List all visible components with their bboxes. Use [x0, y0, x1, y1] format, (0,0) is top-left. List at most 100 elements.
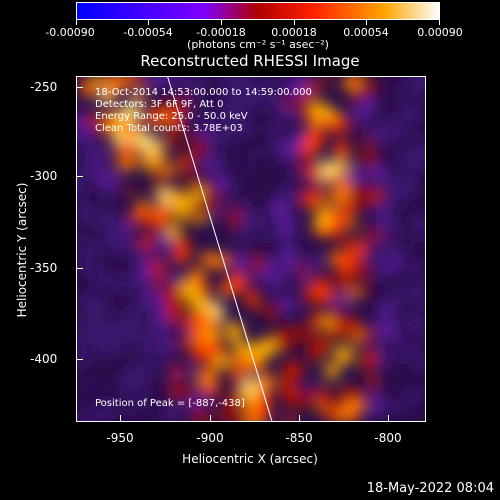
image-pixel-blob [201, 161, 213, 173]
image-pixel-blob [182, 364, 196, 378]
plot-title: Reconstructed RHESSI Image [140, 52, 360, 70]
image-pixel-blob [302, 155, 316, 169]
image-pixel-blob [103, 77, 123, 92]
image-pixel-blob [82, 82, 98, 97]
image-pixel-blob [178, 154, 191, 167]
image-pixel-blob [243, 211, 265, 233]
image-pixel-blob [77, 347, 92, 368]
image-pixel-blob [413, 353, 425, 371]
image-pixel-blob [286, 77, 309, 99]
image-pixel-blob [96, 148, 107, 159]
image-pixel-blob [192, 149, 205, 162]
image-pixel-blob [408, 260, 424, 277]
colorbar-label: -0.00054 [123, 26, 173, 39]
image-pixel-blob [368, 169, 383, 184]
image-pixel-blob [102, 113, 113, 124]
image-pixel-blob [131, 246, 144, 259]
image-pixel-blob [181, 165, 197, 181]
y-tick-label: -350 [30, 261, 58, 275]
image-pixel-blob [182, 77, 201, 96]
image-pixel-blob [333, 293, 349, 310]
image-pixel-blob [392, 316, 404, 327]
image-pixel-blob [261, 231, 273, 244]
image-pixel-blob [229, 77, 243, 86]
image-pixel-blob [154, 346, 170, 362]
image-pixel-blob [333, 140, 350, 158]
image-pixel-blob [190, 293, 211, 314]
image-pixel-blob [262, 302, 281, 321]
colorbar-label: -0.00090 [45, 26, 95, 39]
x-axis-title: Heliocentric X (arcsec) [182, 452, 318, 466]
image-pixel-blob [246, 295, 261, 309]
image-pixel-blob [345, 167, 364, 185]
x-tick [210, 415, 211, 422]
info-line-counts: Clean Total counts: 3.78E+03 [95, 123, 243, 134]
image-pixel-blob [171, 364, 184, 378]
image-pixel-blob [134, 264, 154, 283]
image-pixel-blob [96, 347, 108, 360]
image-pixel-blob [112, 274, 129, 291]
image-pixel-blob [168, 77, 183, 84]
image-pixel-blob [389, 399, 406, 415]
colorbar-units: (photons cm⁻² s⁻¹ asec⁻²) [187, 38, 329, 51]
image-pixel-blob [405, 387, 423, 405]
image-pixel-blob [161, 405, 182, 421]
image-pixel-blob [231, 94, 243, 107]
image-pixel-blob [209, 134, 225, 150]
image-pixel-blob [100, 320, 119, 340]
image-pixel-blob [251, 264, 263, 277]
image-pixel-blob [372, 219, 385, 232]
info-line-detectors: Detectors: 3F 6F 9F, Att 0 [95, 99, 224, 110]
image-pixel-blob [224, 321, 244, 341]
image-pixel-blob [93, 268, 112, 287]
image-pixel-blob [303, 288, 320, 305]
image-pixel-blob [212, 173, 234, 195]
image-pixel-blob [176, 326, 191, 341]
image-pixel-blob [203, 146, 221, 164]
image-pixel-blob [362, 328, 373, 340]
image-pixel-blob [91, 77, 103, 86]
image-pixel-blob [251, 340, 271, 361]
image-pixel-blob [77, 324, 92, 344]
image-pixel-blob [252, 147, 265, 161]
image-pixel-blob [197, 282, 210, 295]
image-pixel-blob [134, 89, 147, 101]
y-tick [76, 176, 83, 177]
image-pixel-blob [79, 289, 96, 306]
image-pixel-blob [336, 252, 358, 274]
image-pixel-blob [397, 181, 417, 200]
image-pixel-blob [145, 322, 166, 344]
image-pixel-blob [398, 350, 410, 362]
image-pixel-blob [147, 210, 167, 230]
y-tick [76, 268, 83, 269]
image-pixel-blob [336, 158, 351, 172]
image-pixel-blob [241, 390, 259, 408]
image-pixel-blob [77, 195, 85, 207]
image-pixel-blob [101, 335, 122, 355]
image-pixel-blob [330, 173, 342, 185]
image-pixel-blob [85, 113, 98, 127]
image-pixel-blob [412, 133, 424, 144]
image-pixel-blob [335, 272, 353, 290]
image-pixel-blob [361, 348, 378, 366]
y-axis-title: Heliocentric Y (arcsec) [15, 182, 29, 318]
image-pixel-blob [172, 245, 191, 263]
image-pixel-blob [196, 125, 212, 140]
image-pixel-blob [218, 402, 240, 421]
image-pixel-blob [245, 96, 261, 112]
image-pixel-blob [233, 121, 253, 140]
image-pixel-blob [77, 159, 98, 182]
x-tick-label: -950 [106, 431, 134, 445]
image-pixel-blob [366, 188, 384, 206]
image-pixel-blob [133, 394, 150, 411]
image-pixel-blob [147, 77, 167, 90]
image-pixel-blob [348, 324, 360, 336]
image-pixel-blob [157, 188, 173, 204]
image-pixel-blob [382, 190, 404, 212]
image-pixel-blob [347, 287, 359, 300]
image-pixel-blob [337, 234, 349, 247]
image-pixel-blob [279, 246, 300, 267]
colorbar-tick [76, 20, 77, 25]
image-pixel-blob [137, 199, 151, 213]
image-pixel-blob [119, 326, 137, 344]
